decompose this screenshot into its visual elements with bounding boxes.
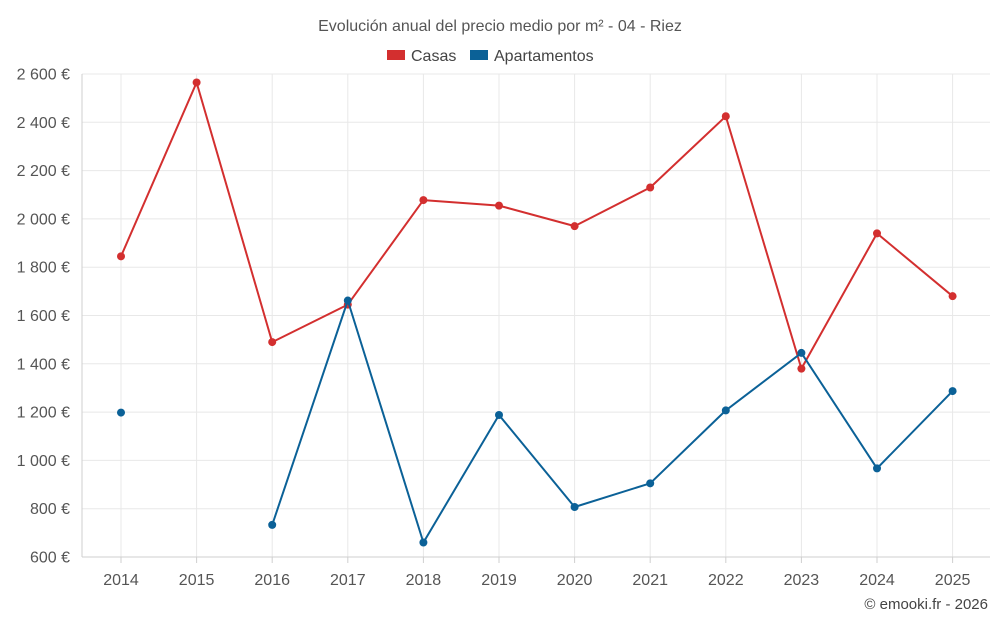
data-point-casas[interactable] [495, 201, 503, 210]
data-point-apartamentos[interactable] [570, 503, 579, 512]
x-tick-label: 2024 [859, 572, 895, 589]
y-tick-label: 800 € [30, 501, 70, 518]
data-point-apartamentos[interactable] [268, 520, 277, 529]
y-tick-label: 1 200 € [17, 405, 70, 422]
data-point-casas[interactable] [797, 364, 806, 373]
credit-text: © emooki.fr - 2026 [864, 596, 988, 613]
data-point-apartamentos[interactable] [419, 538, 428, 547]
y-tick-label: 1 400 € [17, 356, 70, 373]
data-point-casas[interactable] [721, 112, 730, 121]
data-point-casas[interactable] [268, 338, 277, 347]
y-tick-label: 2 000 € [17, 211, 70, 228]
y-axis: 600 € 800 € 1 000 € 1 200 € 1 400 € 1 600 € 1 … [17, 67, 83, 567]
data-point-apartamentos[interactable] [721, 406, 730, 415]
series-apartamentos [117, 296, 957, 547]
legend-swatch-apartamentos [470, 50, 488, 60]
series-group [117, 78, 957, 547]
x-tick-label: 2020 [557, 572, 593, 589]
legend-label-apartamentos: Apartamentos [494, 48, 594, 65]
legend-swatch-casas [387, 50, 405, 60]
data-point-apartamentos[interactable] [646, 479, 655, 488]
legend-item-apartamentos[interactable]: Apartamentos [470, 48, 594, 65]
y-tick-label: 1 000 € [17, 453, 70, 470]
x-tick-label: 2015 [179, 572, 215, 589]
legend-item-casas[interactable]: Casas [387, 48, 456, 65]
y-tick-label: 1 800 € [17, 260, 70, 277]
x-tick-label: 2025 [935, 572, 971, 589]
grid [82, 73, 990, 558]
legend: Casas Apartamentos [387, 48, 594, 65]
series-line-casas [120, 81, 954, 370]
data-point-apartamentos[interactable] [948, 387, 957, 396]
data-point-apartamentos[interactable] [117, 408, 125, 417]
legend-label-casas: Casas [411, 48, 456, 65]
chart-title: Evolución anual del precio medio por m² … [318, 18, 682, 35]
x-tick-label: 2014 [103, 572, 139, 589]
y-tick-label: 2 600 € [17, 67, 70, 84]
x-tick-label: 2023 [784, 572, 820, 589]
data-point-apartamentos[interactable] [873, 464, 881, 473]
x-axis: 2014 2015 2016 2017 2018 2019 2020 2021 2022 2023… [82, 556, 990, 589]
x-tick-label: 2018 [406, 572, 442, 589]
data-point-casas[interactable] [117, 252, 125, 261]
y-tick-label: 2 200 € [17, 163, 70, 180]
series-line-apartamentos [271, 299, 954, 544]
y-tick-label: 2 400 € [17, 115, 70, 132]
x-tick-label: 2016 [254, 572, 290, 589]
y-tick-label: 1 600 € [17, 308, 70, 325]
data-point-apartamentos[interactable] [495, 410, 503, 419]
data-point-apartamentos[interactable] [343, 296, 352, 305]
data-point-casas[interactable] [646, 183, 655, 192]
x-tick-label: 2019 [481, 572, 517, 589]
y-tick-label: 600 € [30, 550, 70, 567]
data-point-casas[interactable] [873, 229, 881, 238]
data-point-casas[interactable] [419, 196, 428, 205]
data-point-apartamentos[interactable] [797, 348, 806, 357]
data-point-casas[interactable] [948, 292, 957, 301]
x-tick-label: 2022 [708, 572, 744, 589]
x-tick-label: 2021 [632, 572, 668, 589]
data-point-casas[interactable] [570, 222, 579, 231]
x-tick-label: 2017 [330, 572, 366, 589]
data-point-casas[interactable] [192, 78, 201, 87]
series-casas [117, 78, 957, 373]
